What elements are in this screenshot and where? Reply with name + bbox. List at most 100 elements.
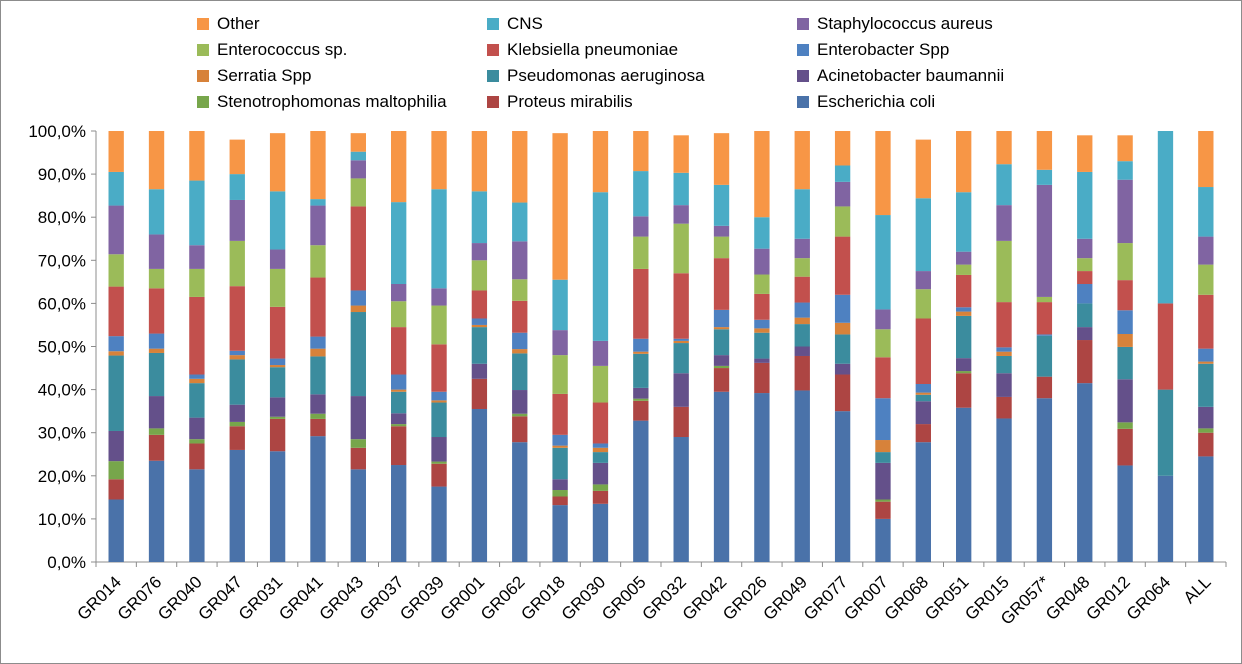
legend-swatch xyxy=(797,96,809,108)
bar-segment-gr012-proteus-mirabilis xyxy=(1117,428,1133,466)
bar-segment-gr068-cns xyxy=(915,198,931,272)
bar-segment-gr001-klebsiella-pneumoniae xyxy=(471,290,488,319)
legend-swatch xyxy=(487,44,499,56)
bar-segment-gr007-enterococcus-sp xyxy=(875,329,891,358)
bar-stack-gr012 xyxy=(1117,135,1133,562)
bar-segment-gr005-serratia-spp xyxy=(633,351,649,354)
bar-segment-gr062-stenotrophomonas-maltophilia xyxy=(512,413,528,417)
bar-segment-gr032-staphylococcus-aureus xyxy=(673,205,689,224)
bar-segment-gr068-enterococcus-sp xyxy=(915,289,931,319)
x-tick-label: GR049 xyxy=(760,572,812,624)
x-tick-label: GR041 xyxy=(275,572,327,624)
bar-segment-gr043-escherichia-coli xyxy=(350,469,366,562)
bar-segment-gr068-pseudomonas-aeruginosa xyxy=(915,394,931,402)
legend-label: Other xyxy=(217,14,260,33)
bar-segment-gr040-proteus-mirabilis xyxy=(189,443,205,470)
bar-segment-gr049-enterobacter-spp xyxy=(794,302,810,318)
bar-segment-gr068-acinetobacter-baumannii xyxy=(915,401,931,425)
bar-segment-gr007-stenotrophomonas-maltophilia xyxy=(875,499,891,502)
x-tick-label: GR047 xyxy=(195,572,247,624)
bar-segment-gr018-serratia-spp xyxy=(552,445,568,448)
bar-segment-gr030-enterococcus-sp xyxy=(592,365,609,403)
bar-segment-gr039-cns xyxy=(431,189,447,289)
bar-segment-gr076-pseudomonas-aeruginosa xyxy=(148,352,165,397)
bar-segment-gr057-escherichia-coli xyxy=(1036,398,1053,562)
bar-segment-gr018-acinetobacter-baumannii xyxy=(552,479,568,491)
bar-stack-gr049 xyxy=(794,131,810,562)
bar-segment-gr031-proteus-mirabilis xyxy=(269,418,286,452)
bar-stack-gr031 xyxy=(269,133,286,562)
bar-stack-gr062 xyxy=(512,131,528,562)
bar-stack-gr040 xyxy=(189,131,205,562)
bar-segment-gr048-pseudomonas-aeruginosa xyxy=(1077,303,1093,328)
bar-segment-gr026-staphylococcus-aureus xyxy=(754,248,770,275)
bar-segment-gr014-klebsiella-pneumoniae xyxy=(108,286,124,337)
bar-segment-gr051-acinetobacter-baumannii xyxy=(956,358,972,372)
bar-segment-gr042-enterobacter-spp xyxy=(713,309,730,328)
bar-segment-gr041-enterococcus-sp xyxy=(310,245,326,278)
bar-segment-gr005-stenotrophomonas-maltophilia xyxy=(633,398,649,401)
x-tick-label: GR051 xyxy=(921,572,973,624)
bar-segment-gr031-klebsiella-pneumoniae xyxy=(269,306,286,359)
bar-segment-gr032-other xyxy=(673,135,689,173)
bar-segment-gr032-escherichia-coli xyxy=(673,437,689,562)
bar-segment-gr031-other xyxy=(269,133,286,192)
legend-label: Staphylococcus aureus xyxy=(817,14,993,33)
bar-segment-gr007-proteus-mirabilis xyxy=(875,501,891,519)
legend-swatch xyxy=(487,18,499,30)
bar-segment-gr007-serratia-spp xyxy=(875,440,891,453)
bar-segment-gr005-other xyxy=(633,131,649,172)
bar-segment-gr030-cns xyxy=(592,192,609,341)
bar-stack-gr037 xyxy=(391,131,407,562)
bar-segment-gr018-escherichia-coli xyxy=(552,505,568,562)
bar-stack-gr032 xyxy=(673,135,689,562)
bar-segment-gr077-proteus-mirabilis xyxy=(834,374,851,412)
bar-segment-gr047-enterobacter-spp xyxy=(229,350,245,356)
bar-segment-gr015-klebsiella-pneumoniae xyxy=(996,302,1012,348)
bar-segment-gr040-escherichia-coli xyxy=(189,469,205,562)
bar-segment-gr030-enterobacter-spp xyxy=(592,443,609,448)
bar-segment-gr030-klebsiella-pneumoniae xyxy=(592,402,609,444)
bar-segment-gr026-proteus-mirabilis xyxy=(754,362,770,394)
legend-item-cns: CNS xyxy=(487,14,543,34)
bar-segment-gr014-acinetobacter-baumannii xyxy=(108,430,124,462)
bar-segment-gr062-pseudomonas-aeruginosa xyxy=(512,353,528,391)
bar-stack-gr042 xyxy=(713,133,730,562)
bar-segment-gr026-klebsiella-pneumoniae xyxy=(754,293,770,320)
bar-segment-gr049-klebsiella-pneumoniae xyxy=(794,276,810,303)
bar-segment-gr047-escherichia-coli xyxy=(229,449,245,562)
legend-swatch xyxy=(197,70,209,82)
bar-segment-gr041-other xyxy=(310,131,326,200)
bar-segment-gr048-cns xyxy=(1077,171,1093,239)
legend-label: Enterococcus sp. xyxy=(217,40,348,59)
bar-segment-gr001-staphylococcus-aureus xyxy=(471,243,488,261)
y-tick-label: 0,0% xyxy=(47,553,86,572)
legend-swatch xyxy=(197,44,209,56)
bar-segment-gr030-serratia-spp xyxy=(592,447,609,453)
bar-segment-gr077-escherichia-coli xyxy=(834,411,851,562)
bar-segment-gr015-staphylococcus-aureus xyxy=(996,205,1012,241)
bar-stack-gr047 xyxy=(229,139,245,562)
legend-label: Stenotrophomonas maltophilia xyxy=(217,92,447,111)
bar-segment-gr032-serratia-spp xyxy=(673,340,689,344)
bar-segment-gr041-cns xyxy=(310,199,326,206)
y-tick-label: 100,0% xyxy=(28,122,86,141)
bar-segment-gr030-proteus-mirabilis xyxy=(592,490,609,504)
bar-segment-gr005-acinetobacter-baumannii xyxy=(633,387,649,399)
legend-item-proteus-mirabilis: Proteus mirabilis xyxy=(487,92,633,112)
legend-swatch xyxy=(487,70,499,82)
bar-segment-gr039-other xyxy=(431,131,447,190)
legend-label: Pseudomonas aeruginosa xyxy=(507,66,705,85)
bar-segment-gr014-other xyxy=(108,131,124,172)
bar-segment-gr051-cns xyxy=(956,192,972,252)
bar-segment-gr077-acinetobacter-baumannii xyxy=(834,363,851,375)
bar-segment-gr014-enterococcus-sp xyxy=(108,254,124,287)
bar-segment-gr049-enterococcus-sp xyxy=(794,258,810,277)
bar-segment-gr015-other xyxy=(996,131,1012,165)
bar-segment-gr026-other xyxy=(754,131,770,218)
bar-segment-gr026-enterococcus-sp xyxy=(754,274,770,294)
bar-segment-gr014-enterobacter-spp xyxy=(108,336,124,352)
bar-segment-all-enterococcus-sp xyxy=(1198,264,1214,295)
bar-segment-gr030-stenotrophomonas-maltophilia xyxy=(592,484,609,491)
bar-segment-gr057-enterobacter-spp xyxy=(1036,334,1053,336)
